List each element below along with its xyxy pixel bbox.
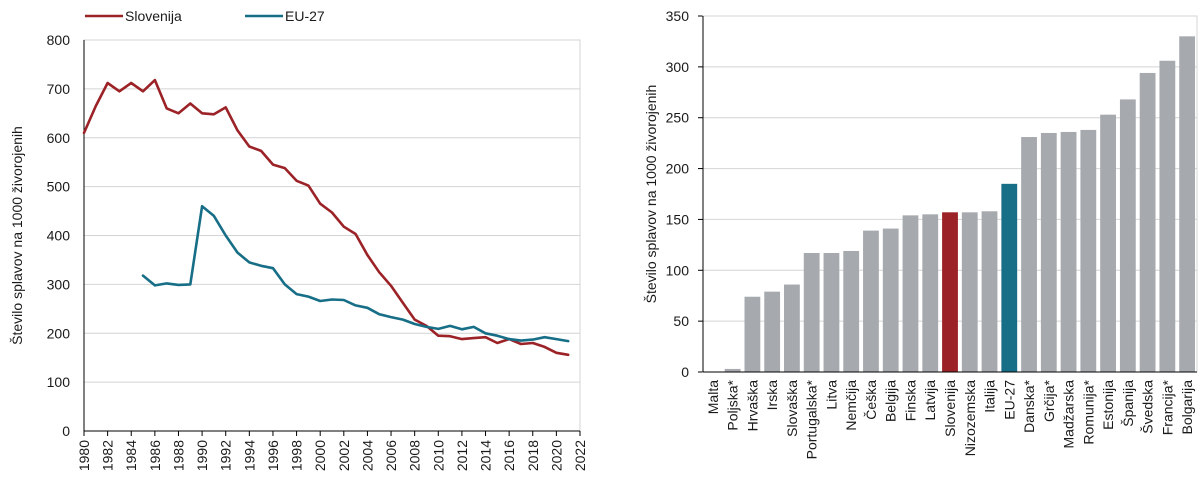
x-tick-label: Češka bbox=[863, 380, 879, 420]
y-axis-label: Število splavov na 1000 živorojenih bbox=[643, 85, 659, 304]
bar-poljska- bbox=[724, 368, 741, 372]
x-tick-label: 1992 bbox=[218, 440, 234, 471]
bar-slovenija bbox=[942, 212, 958, 372]
bar-bolgarija bbox=[1179, 36, 1196, 372]
legend-label: EU-27 bbox=[285, 8, 325, 24]
bar-eu-27 bbox=[1001, 183, 1018, 372]
x-tick-label: Francija* bbox=[1159, 379, 1175, 435]
bar-portugalska- bbox=[803, 252, 820, 372]
x-tick-label: Romunija* bbox=[1080, 379, 1096, 444]
y-tick-label: 300 bbox=[47, 276, 71, 292]
x-tick-label: 2012 bbox=[454, 440, 470, 471]
y-tick-label: 400 bbox=[47, 228, 71, 244]
x-tick-label: Nemčija bbox=[843, 380, 859, 431]
y-tick-label: 350 bbox=[666, 8, 690, 24]
x-tick-label: 1994 bbox=[241, 440, 257, 471]
x-tick-label: 2016 bbox=[501, 440, 517, 471]
x-tick-label: EU-27 bbox=[1001, 380, 1017, 420]
x-tick-label: Hrvaška bbox=[744, 380, 760, 432]
y-tick-label: 250 bbox=[666, 110, 690, 126]
y-tick-label: 0 bbox=[62, 423, 70, 439]
x-tick-label: Slovenija bbox=[942, 380, 958, 437]
x-tick-label: 2000 bbox=[312, 440, 328, 471]
x-tick-label: Poljska* bbox=[725, 379, 741, 430]
x-tick-label: Danska* bbox=[1021, 379, 1037, 432]
legend-label: Slovenija bbox=[125, 8, 182, 24]
y-tick-label: 200 bbox=[666, 161, 690, 177]
x-tick-label: 2014 bbox=[478, 440, 494, 471]
x-tick-label: 1996 bbox=[265, 440, 281, 471]
x-tick-label: Madžarska bbox=[1061, 380, 1077, 449]
x-tick-label: 1998 bbox=[289, 440, 305, 471]
y-tick-label: 800 bbox=[47, 32, 71, 48]
x-tick-label: Španija bbox=[1120, 380, 1136, 427]
bar-danska- bbox=[1021, 137, 1037, 372]
y-axis-label: Število splavov na 1000 živorojenih bbox=[9, 126, 25, 345]
y-tick-label: 700 bbox=[47, 81, 71, 97]
bar-italija bbox=[981, 211, 998, 372]
bar-finska bbox=[902, 215, 919, 372]
bar-belgija bbox=[882, 228, 899, 372]
bar-španija bbox=[1119, 99, 1136, 373]
x-tick-label: 2010 bbox=[430, 440, 446, 471]
x-tick-label: 1980 bbox=[76, 440, 92, 471]
bar-češka bbox=[863, 230, 879, 372]
bar-hrvaška bbox=[744, 296, 761, 372]
y-tick-label: 100 bbox=[47, 374, 71, 390]
bar-estonija bbox=[1100, 114, 1116, 373]
y-tick-label: 300 bbox=[666, 59, 690, 75]
x-tick-label: Italija bbox=[982, 380, 998, 413]
bar-irska bbox=[764, 291, 781, 372]
x-tick-label: Portugalska* bbox=[804, 379, 820, 459]
bar-madžarska bbox=[1060, 131, 1077, 372]
line-chart: 0 100 200 300 400 500 600 700 800 1980 1982 1984 198… bbox=[9, 8, 588, 471]
y-tick-label: 500 bbox=[47, 179, 71, 195]
x-tick-label: Estonija bbox=[1100, 380, 1116, 430]
x-tick-label: 2006 bbox=[383, 440, 399, 471]
x-tick-label: Irska bbox=[764, 380, 780, 411]
series-line-slovenija bbox=[82, 78, 570, 357]
y-tick-label: 600 bbox=[47, 130, 71, 146]
x-tick-label: Grčija* bbox=[1041, 379, 1057, 422]
x-tick-label: Slovaška bbox=[784, 380, 800, 437]
x-tick-label: 1982 bbox=[100, 440, 116, 471]
y-tick-label: 200 bbox=[47, 325, 71, 341]
x-tick-label: Latvija bbox=[922, 380, 938, 421]
x-tick-label: Švedska bbox=[1140, 380, 1156, 434]
x-tick-label: 1986 bbox=[147, 440, 163, 471]
y-tick-label: 50 bbox=[673, 313, 689, 329]
bar-grčija- bbox=[1040, 132, 1057, 372]
x-tick-label: Malta bbox=[705, 380, 721, 414]
x-tick-label: 2004 bbox=[359, 440, 375, 471]
x-tick-label: 2002 bbox=[336, 440, 352, 471]
x-tick-label: Bolgarija bbox=[1179, 380, 1195, 435]
y-tick-label: 0 bbox=[681, 364, 689, 380]
bar-francija- bbox=[1159, 60, 1176, 373]
bar-švedska bbox=[1139, 72, 1156, 373]
x-tick-label: Belgija bbox=[883, 380, 899, 422]
x-tick-label: 1988 bbox=[170, 440, 186, 471]
bar-nemčija bbox=[843, 250, 860, 372]
y-tick-label: 150 bbox=[666, 211, 690, 227]
y-tick-label: 100 bbox=[666, 262, 690, 278]
bar-nizozemska bbox=[961, 212, 978, 372]
bar-romunija- bbox=[1080, 129, 1097, 372]
x-tick-label: Finska bbox=[902, 380, 918, 421]
x-tick-label: 2022 bbox=[572, 440, 588, 471]
x-tick-label: 1984 bbox=[123, 440, 139, 471]
x-tick-label: Litva bbox=[823, 380, 839, 410]
x-tick-label: 2020 bbox=[548, 440, 564, 471]
x-tick-label: 1990 bbox=[194, 440, 210, 471]
bar-litva bbox=[823, 252, 840, 372]
x-tick-label: 2018 bbox=[525, 440, 541, 471]
series-line-eu-27 bbox=[141, 204, 570, 343]
x-tick-label: 2008 bbox=[407, 440, 423, 471]
bar-latvija bbox=[922, 214, 939, 372]
x-tick-label: Nizozemska bbox=[962, 380, 978, 456]
bar-slovaška bbox=[784, 284, 800, 372]
